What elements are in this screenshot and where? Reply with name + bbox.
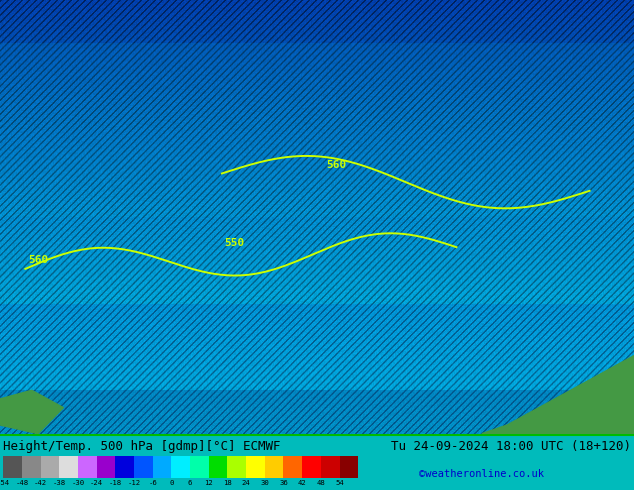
Bar [246, 456, 265, 478]
Bar [0, 44, 634, 130]
Bar [302, 456, 321, 478]
Text: 36: 36 [279, 480, 288, 486]
Text: 550: 550 [224, 238, 245, 248]
Bar [115, 456, 134, 478]
Text: Height/Temp. 500 hPa [gdmp][°C] ECMWF: Height/Temp. 500 hPa [gdmp][°C] ECMWF [3, 441, 281, 453]
Polygon shape [0, 390, 63, 434]
Text: -18: -18 [108, 480, 122, 486]
Bar [283, 456, 302, 478]
Polygon shape [482, 356, 634, 434]
Text: ©weatheronline.co.uk: ©weatheronline.co.uk [419, 469, 545, 479]
Text: -42: -42 [34, 480, 47, 486]
Text: Tu 24-09-2024 18:00 UTC (18+120): Tu 24-09-2024 18:00 UTC (18+120) [391, 441, 631, 453]
Text: 48: 48 [316, 480, 325, 486]
Text: 560: 560 [326, 160, 346, 170]
Bar [78, 456, 96, 478]
Bar [153, 456, 171, 478]
Text: 560: 560 [28, 255, 48, 265]
Text: 54: 54 [335, 480, 344, 486]
Text: 24: 24 [242, 480, 250, 486]
Bar [41, 456, 59, 478]
Text: 30: 30 [261, 480, 269, 486]
Text: -30: -30 [72, 480, 84, 486]
Bar [134, 456, 153, 478]
Bar [3, 456, 22, 478]
Text: 6: 6 [188, 480, 192, 486]
Text: 12: 12 [204, 480, 213, 486]
Bar [321, 456, 340, 478]
Text: 0: 0 [169, 480, 174, 486]
Bar [0, 303, 634, 390]
Bar [209, 456, 228, 478]
Text: -12: -12 [127, 480, 141, 486]
Bar [0, 217, 634, 304]
Bar [265, 456, 283, 478]
Text: -6: -6 [148, 480, 157, 486]
Bar [340, 456, 358, 478]
Bar [0, 390, 634, 434]
Text: 42: 42 [298, 480, 306, 486]
Bar [0, 130, 634, 217]
Text: -48: -48 [15, 480, 29, 486]
Text: -38: -38 [53, 480, 66, 486]
Bar [59, 456, 78, 478]
Bar [171, 456, 190, 478]
Bar [96, 456, 115, 478]
Bar [228, 456, 246, 478]
Text: 18: 18 [223, 480, 232, 486]
Text: -54: -54 [0, 480, 10, 486]
Bar [22, 456, 41, 478]
Bar [190, 456, 209, 478]
Text: -24: -24 [90, 480, 103, 486]
